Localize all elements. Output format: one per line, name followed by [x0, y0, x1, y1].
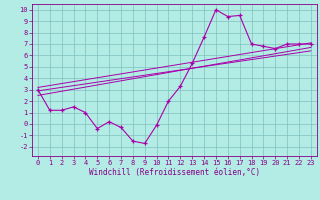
X-axis label: Windchill (Refroidissement éolien,°C): Windchill (Refroidissement éolien,°C) — [89, 168, 260, 177]
